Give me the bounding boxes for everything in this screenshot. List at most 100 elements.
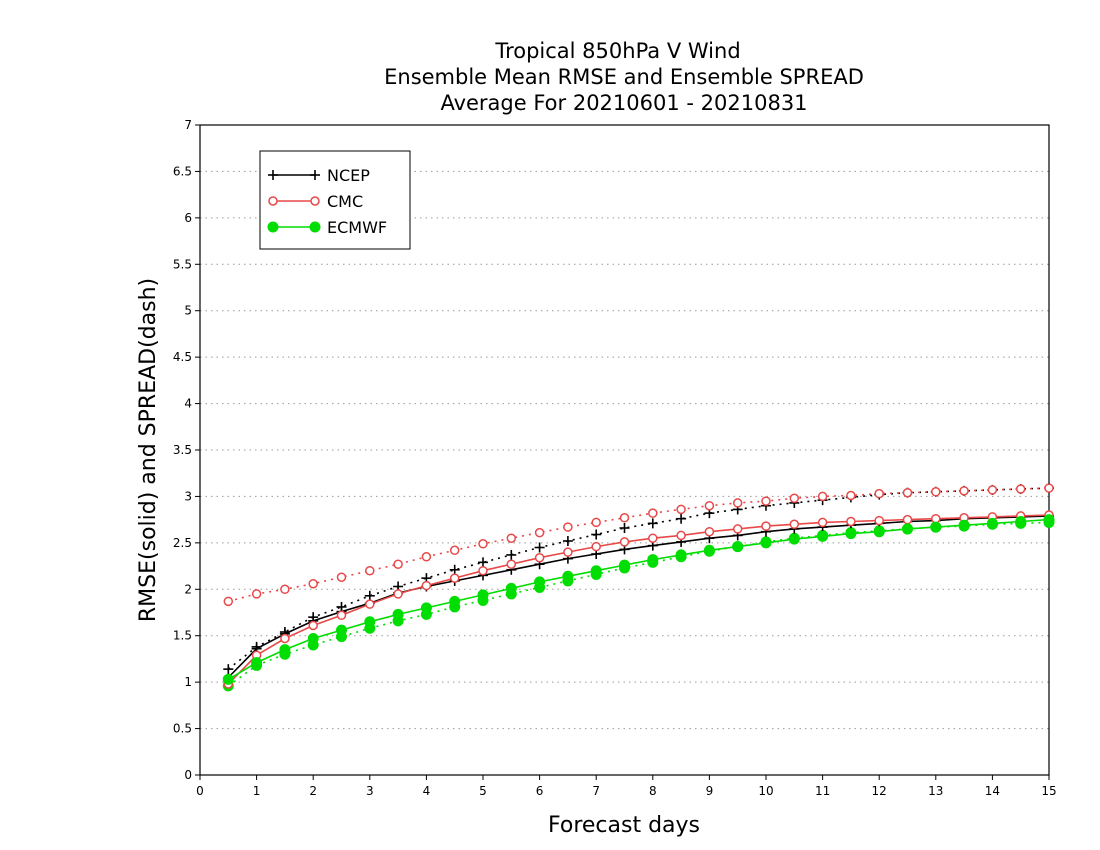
x-tick-label: 7 xyxy=(592,784,600,798)
ecmwf-rmse-point xyxy=(958,519,970,531)
cmc-rmse-point xyxy=(676,530,686,541)
y-tick-label: 4 xyxy=(184,397,192,411)
ncep-spread-line xyxy=(227,487,1050,670)
x-tick-label: 1 xyxy=(253,784,261,798)
ecmwf-rmse-point xyxy=(562,570,574,582)
cmc-spread-point xyxy=(251,589,262,599)
legend-marker-start xyxy=(268,196,278,206)
ecmwf-rmse-point xyxy=(1015,516,1027,527)
cmc-rmse-point xyxy=(619,537,630,547)
ncep-spread-point xyxy=(449,564,460,575)
cmc-spread-point xyxy=(959,486,969,496)
x-tick-label: 15 xyxy=(1041,784,1056,798)
series-layer xyxy=(222,483,1055,692)
cmc-rmse-point xyxy=(308,620,318,631)
y-tick-label: 2.5 xyxy=(173,536,192,550)
cmc-rmse-point xyxy=(421,580,432,591)
ecmwf-rmse-point xyxy=(873,526,885,538)
ecmwf-rmse-point xyxy=(732,541,744,553)
ecmwf-rmse-point xyxy=(392,608,404,620)
legend: NCEP CMC ECMWF xyxy=(259,150,411,250)
y-tick-label: 5.5 xyxy=(173,257,192,271)
cmc-spread-point xyxy=(563,522,573,532)
ecmwf-rmse-point xyxy=(986,517,998,529)
cmc-rmse-point xyxy=(931,513,941,524)
title-line-1: Tropical 850hPa V Wind xyxy=(494,39,740,63)
cmc-rmse-point xyxy=(648,533,658,543)
y-tick-label: 3.5 xyxy=(173,443,192,457)
cmc-rmse-point xyxy=(874,515,884,526)
x-tick-label: 14 xyxy=(985,784,1000,798)
cmc-spread-point xyxy=(365,565,375,576)
y-tick-label: 1.5 xyxy=(173,629,192,643)
x-tick-label: 12 xyxy=(872,784,887,798)
ecmwf-rmse-point xyxy=(647,554,659,566)
y-tick-label: 4.5 xyxy=(173,350,192,364)
y-tick-label: 0 xyxy=(184,768,192,782)
cmc-rmse-point xyxy=(591,541,601,552)
ncep-spread-point xyxy=(647,518,658,529)
y-axis: 0 0.5 1 1.5 2 2.5 3 3.5 4 4.5 5 5.5 6 6.5 7 xyxy=(173,118,200,782)
x-tick-label: 8 xyxy=(649,784,657,798)
cmc-spread-point xyxy=(308,578,318,589)
cmc-spread-point xyxy=(648,508,658,518)
legend-label: ECMWF xyxy=(327,218,387,237)
cmc-rmse-point xyxy=(506,559,517,569)
cmc-spread-point xyxy=(449,545,460,556)
cmc-spread-point xyxy=(846,490,856,501)
cmc-rmse-point xyxy=(478,565,488,576)
x-tick-label: 11 xyxy=(815,784,830,798)
x-tick-label: 9 xyxy=(706,784,714,798)
cmc-spread-point xyxy=(704,500,715,511)
grid-lines xyxy=(200,170,1049,730)
cmc-spread-point xyxy=(931,487,941,497)
ecmwf-rmse-point xyxy=(675,549,687,561)
cmc-rmse-point xyxy=(846,516,856,527)
ecmwf-rmse-point xyxy=(251,657,263,669)
legend-item-ecmwf: ECMWF xyxy=(267,218,387,237)
cmc-spread-point xyxy=(534,527,545,538)
x-tick-label: 4 xyxy=(423,784,431,798)
cmc-spread-point xyxy=(902,487,913,498)
cmc-rmse-point xyxy=(761,521,771,531)
x-axis: 0 1 2 3 4 5 6 7 8 9 10 11 12 13 14 15 xyxy=(196,775,1057,798)
ecmwf-rmse-point xyxy=(420,602,432,614)
ecmwf-rmse-point xyxy=(788,533,800,545)
cmc-spread-point xyxy=(1044,483,1054,493)
x-tick-label: 13 xyxy=(928,784,943,798)
x-tick-label: 0 xyxy=(196,784,204,798)
cmc-rmse-point xyxy=(336,610,347,621)
cmc-rmse-point xyxy=(280,633,290,644)
legend-item-ncep: NCEP xyxy=(268,166,370,185)
cmc-rmse-point xyxy=(704,526,715,537)
ecmwf-rmse-point xyxy=(222,673,234,685)
ecmwf-rmse-point xyxy=(930,521,942,533)
y-tick-label: 0.5 xyxy=(173,722,192,736)
cmc-spread-point xyxy=(987,485,998,495)
legend-box xyxy=(259,150,411,250)
legend-label: CMC xyxy=(327,192,363,211)
ncep-spread-point xyxy=(534,542,545,553)
cmc-rmse-point xyxy=(817,517,828,528)
y-tick-label: 5 xyxy=(184,304,192,318)
y-tick-label: 2 xyxy=(184,582,192,596)
title-line-2: Ensemble Mean RMSE and Ensemble SPREAD xyxy=(384,65,864,89)
ncep-spread-point xyxy=(506,549,517,560)
ncep-spread-point xyxy=(562,536,573,546)
cmc-spread-point xyxy=(393,559,403,569)
ecmwf-rmse-point xyxy=(505,582,517,594)
cmc-rmse-point xyxy=(393,589,403,599)
cmc-spread-line xyxy=(228,487,1050,603)
ecmwf-rmse-point xyxy=(590,565,602,577)
x-tick-label: 6 xyxy=(536,784,544,798)
cmc-rmse-point xyxy=(534,552,545,563)
y-tick-label: 3 xyxy=(184,489,192,503)
cmc-rmse-line xyxy=(227,514,1050,685)
cmc-spread-point xyxy=(676,504,686,515)
ecmwf-rmse-point xyxy=(845,528,857,540)
legend-marker-end xyxy=(310,170,320,180)
ecmwf-rmse-point xyxy=(619,559,630,571)
y-axis-label: RMSE(solid) and SPREAD(dash) xyxy=(136,278,161,622)
legend-marker-end xyxy=(309,221,321,233)
